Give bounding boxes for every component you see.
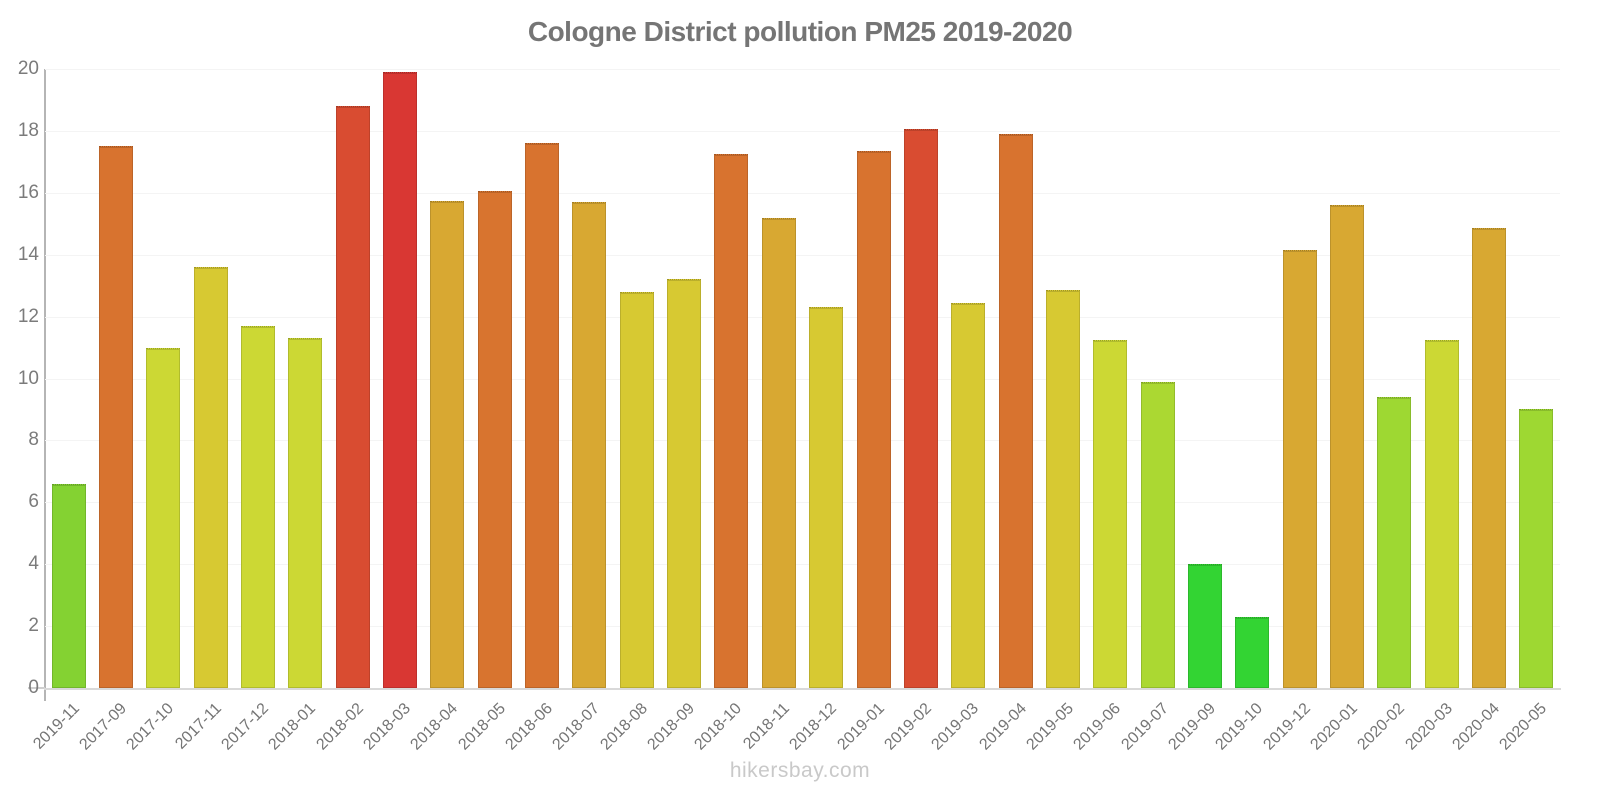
bar-2018-10[interactable] (714, 154, 749, 688)
y-tick-label-20: 20 (17, 58, 39, 79)
bar-2019-03[interactable] (951, 302, 986, 688)
y-tick-label-16: 16 (17, 181, 39, 203)
grid-line-6 (45, 502, 1560, 504)
bar-2017-09[interactable] (99, 146, 134, 688)
bar-2018-08[interactable] (619, 291, 654, 688)
bar-2020-04[interactable] (1471, 228, 1506, 688)
plot-area: 0 2 4 6 8 10 12 14 16 18 20 2019-11 2017-09 2017-10 20… (18, 58, 1560, 754)
bar-2018-05[interactable] (477, 191, 512, 688)
bar-2019-06[interactable] (1093, 339, 1128, 688)
chart-title: Cologne District pollution PM25 2019-202… (527, 16, 1073, 47)
grid-line-16 (45, 192, 1560, 194)
x-axis-line (44, 688, 1561, 690)
bar-2018-12[interactable] (809, 307, 844, 688)
y-axis-line (44, 69, 46, 701)
bar-2019-04[interactable] (998, 134, 1033, 688)
y-tick-label-0: 0 (28, 677, 39, 698)
bar-2017-10[interactable] (146, 347, 181, 688)
bar-2020-02[interactable] (1377, 397, 1412, 688)
bar-2019-07[interactable] (1140, 381, 1175, 688)
y-tick-label-6: 6 (28, 491, 39, 513)
y-tick-label-10: 10 (17, 367, 39, 389)
bar-2018-01[interactable] (288, 338, 323, 688)
y-tick-label-2: 2 (28, 615, 39, 637)
bar-2019-10[interactable] (1235, 616, 1270, 688)
bar-2019-09[interactable] (1187, 564, 1222, 688)
bar-2018-09[interactable] (667, 279, 702, 688)
bar-2018-06[interactable] (525, 143, 560, 688)
bar-2018-07[interactable] (572, 202, 607, 688)
y-tick-label-12: 12 (17, 305, 39, 327)
grid-line-8 (45, 440, 1560, 442)
bar-2020-01[interactable] (1329, 205, 1364, 688)
zero-tick (28, 687, 45, 689)
grid-line-18 (45, 130, 1560, 132)
grid-line-2 (45, 626, 1560, 628)
bar-2019-05[interactable] (1045, 290, 1080, 688)
bar-2019-11[interactable] (51, 483, 86, 688)
bar-2017-12[interactable] (241, 325, 276, 688)
bar-2018-03[interactable] (383, 72, 418, 688)
grid-line-4 (45, 564, 1560, 566)
grid-line-10 (45, 378, 1560, 380)
y-tick-label-18: 18 (17, 119, 39, 141)
watermark: hikersbay.com (729, 759, 871, 782)
grid-line-14 (45, 254, 1560, 256)
y-tick-label-14: 14 (17, 243, 39, 265)
y-tick-label-4: 4 (28, 553, 39, 575)
bar-2018-02[interactable] (335, 106, 370, 688)
grid-line-12 (45, 316, 1560, 318)
bar-2018-11[interactable] (761, 217, 796, 688)
y-tick-label-8: 8 (28, 429, 39, 451)
bar-2020-03[interactable] (1424, 339, 1459, 688)
bar-2020-05[interactable] (1519, 409, 1554, 688)
bar-2017-11[interactable] (193, 267, 228, 688)
bar-2018-04[interactable] (430, 200, 465, 688)
bar-2019-01[interactable] (856, 151, 891, 688)
bar-2019-02[interactable] (903, 129, 938, 688)
grid-line-20 (45, 69, 1560, 70)
bar-2019-12[interactable] (1282, 250, 1317, 688)
